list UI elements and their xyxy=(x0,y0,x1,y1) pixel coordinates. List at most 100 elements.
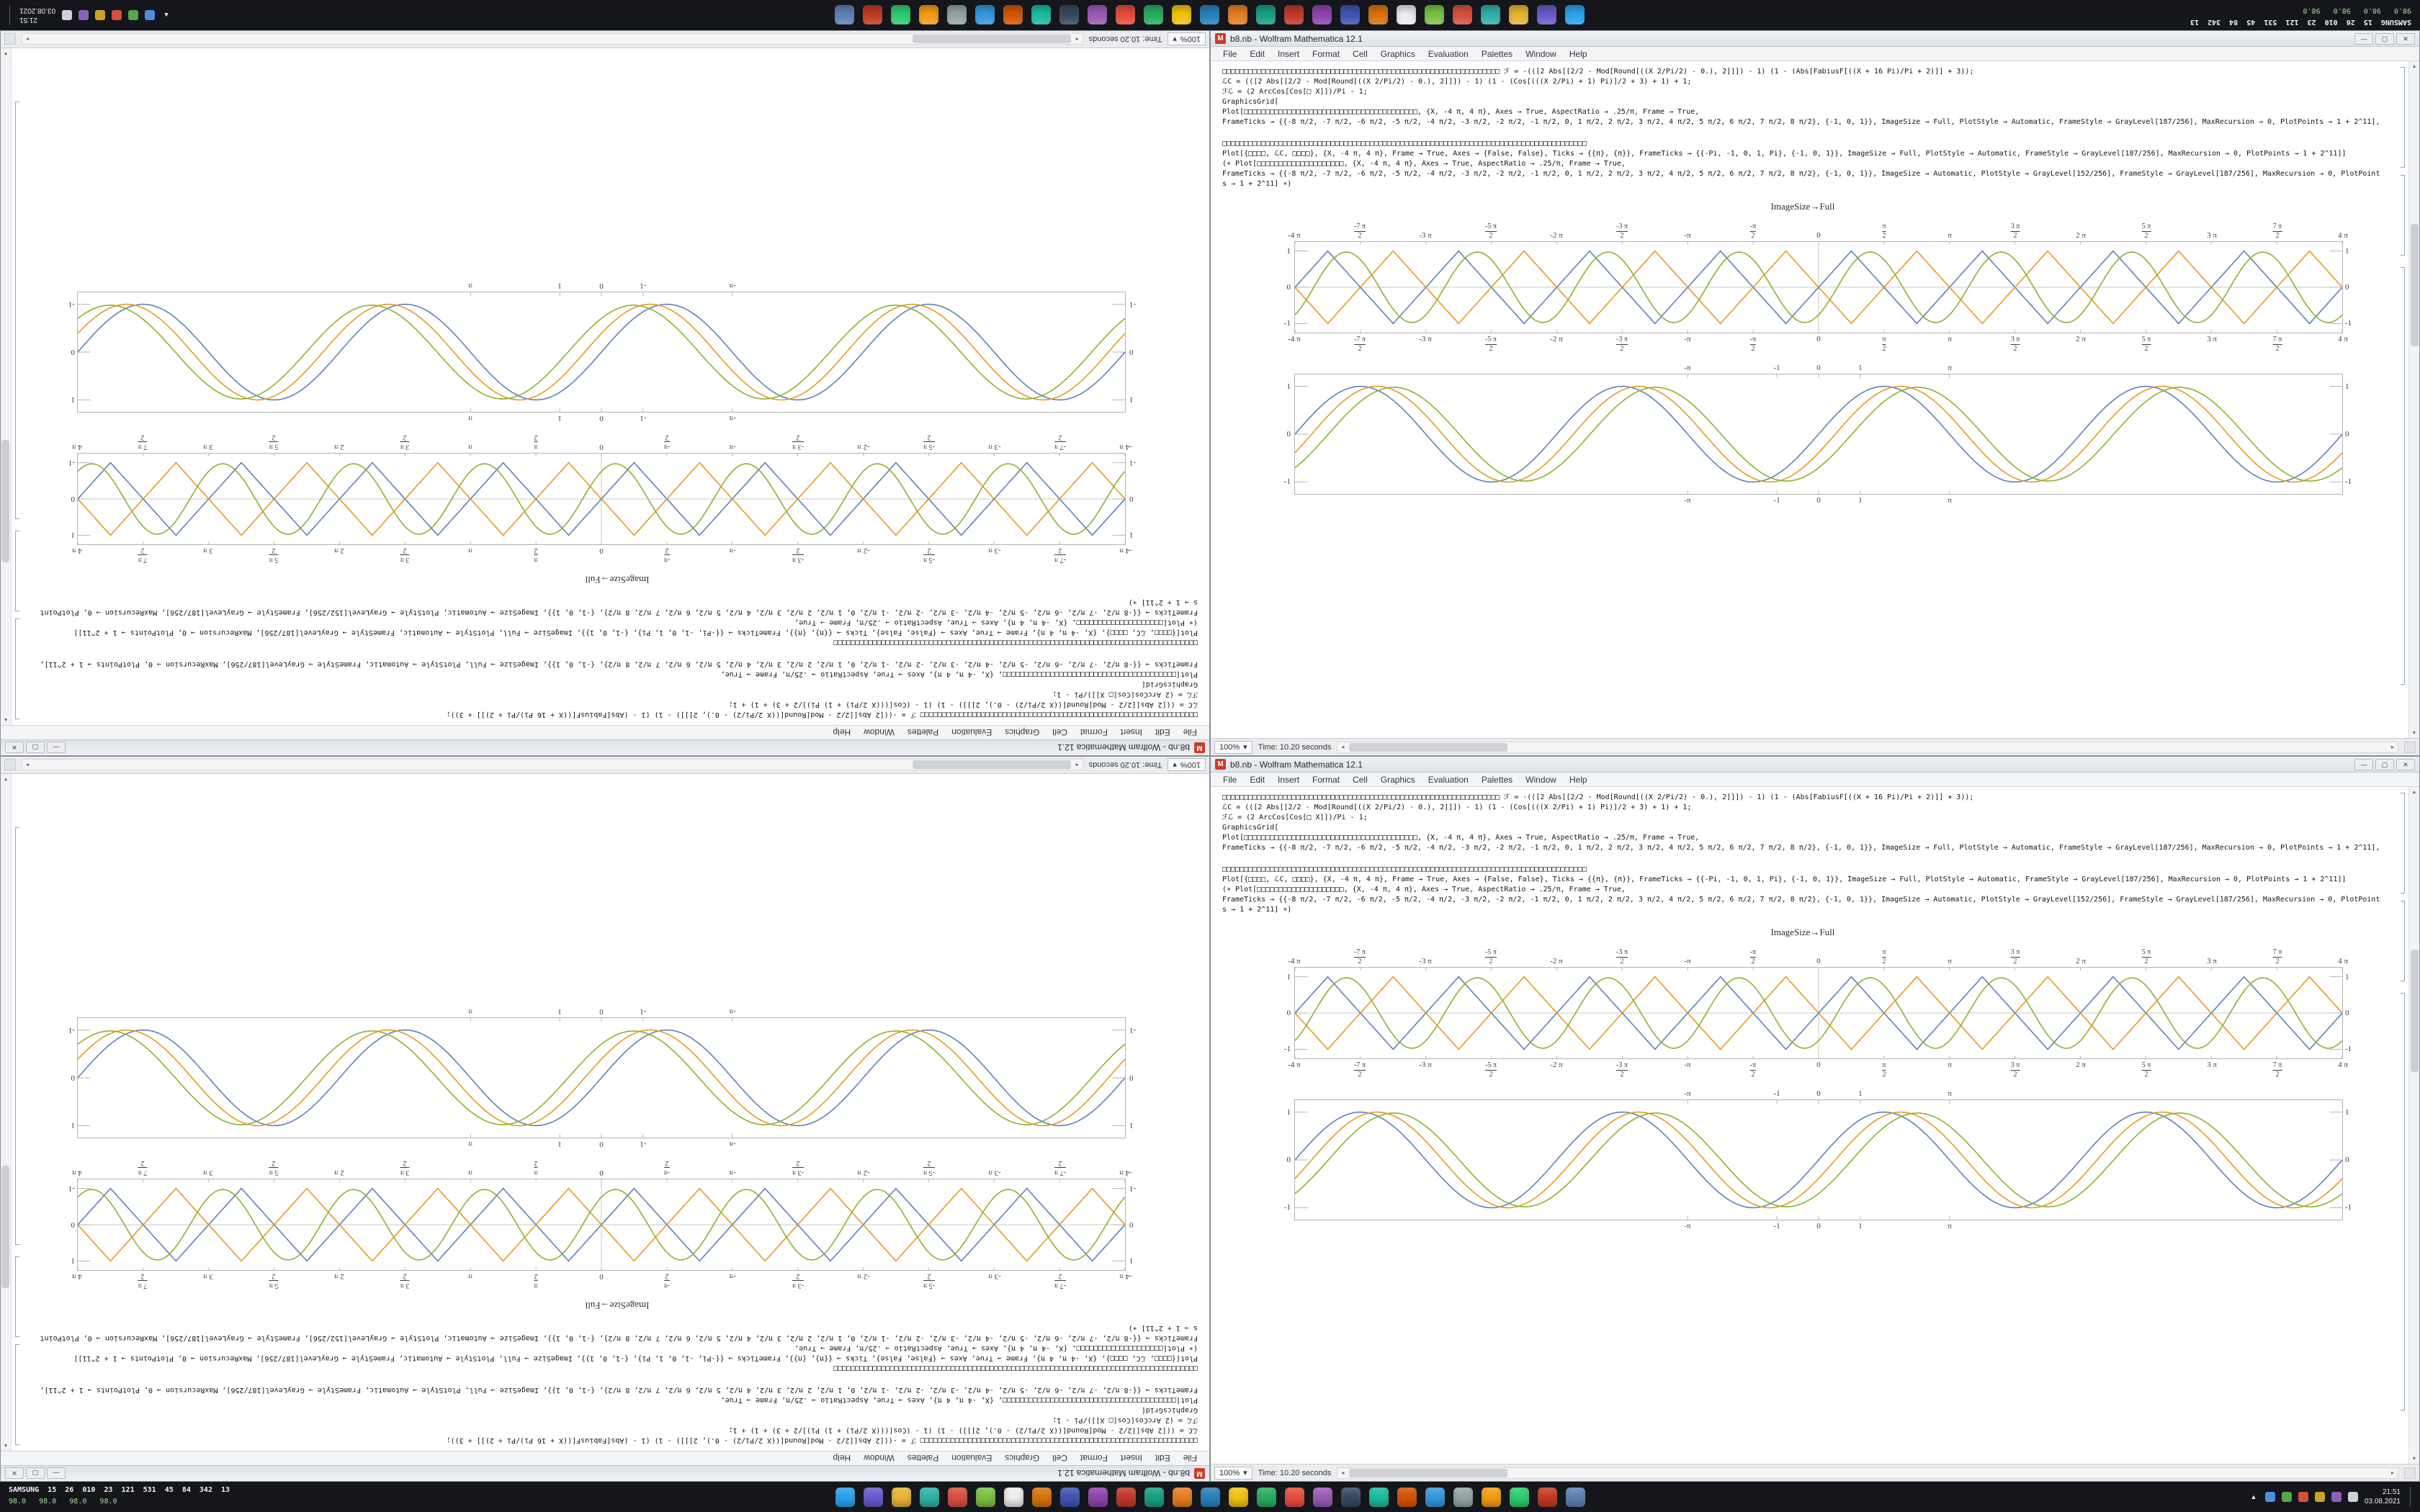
code-line[interactable]: □□□□□□□□□□□□□□□□□□□□□□□□□□□□□□□□□□□□□□□□… xyxy=(446,711,1198,719)
scroll-left-arrow[interactable]: ◂ xyxy=(1075,36,1079,42)
code-line[interactable]: (∗ Plot[□□□□□□□□□□□□□□□□□□□□, {X, -4 π, … xyxy=(1222,160,1626,168)
tray-icon[interactable] xyxy=(112,10,122,20)
zoom-selector[interactable]: 100% ▾ xyxy=(1168,32,1206,46)
code-line[interactable]: FrameTicks → {{-8 π/2, -7 π/2, -6 π/2, -… xyxy=(40,660,1198,668)
taskbar-app-icon[interactable] xyxy=(1312,5,1332,25)
vertical-scroll-thumb[interactable] xyxy=(1,1166,9,1289)
taskbar-app-icon[interactable] xyxy=(1059,1487,1080,1507)
window-title-bar[interactable]: M b8.nb - Wolfram Mathematica 12.1 — ▢ ✕ xyxy=(1,739,1209,755)
input-cell-2[interactable]: □□□□□□□□□□□□□□□□□□□□□□□□□□□□□□□□□□□□□□□□… xyxy=(37,597,1198,647)
code-line[interactable]: □□□□□□□□□□□□□□□□□□□□□□□□□□□□□□□□□□□□□□□□… xyxy=(446,1436,1198,1444)
code-line[interactable]: Plot[{□□□□, ℒC, □□□□}, {X, -4 π, 4 π}, F… xyxy=(73,629,1198,636)
menu-item-window[interactable]: Window xyxy=(1525,48,1556,59)
code-line[interactable]: (∗ Plot[□□□□□□□□□□□□□□□□□□□□, {X, -4 π, … xyxy=(1222,886,1626,894)
menu-item-graphics[interactable]: Graphics xyxy=(1005,1453,1040,1464)
tray-icon[interactable] xyxy=(2331,1492,2341,1502)
tray-icon[interactable] xyxy=(2347,1492,2358,1502)
taskbar-app-icon[interactable] xyxy=(1340,5,1361,25)
code-line[interactable]: □□□□□□□□□□□□□□□□□□□□□□□□□□□□□□□□□□□□□□□□… xyxy=(833,639,1198,647)
menu-item-edit[interactable]: Edit xyxy=(1155,727,1170,738)
menu-item-cell[interactable]: Cell xyxy=(1353,48,1368,59)
code-line[interactable]: □□□□□□□□□□□□□□□□□□□□□□□□□□□□□□□□□□□□□□□□… xyxy=(1222,140,1587,148)
taskbar-clock[interactable]: 21:51 03.08.2021 xyxy=(19,6,55,24)
tray-icon[interactable] xyxy=(2281,1492,2292,1502)
cell-bracket[interactable] xyxy=(2401,901,2405,981)
taskbar-app-icon[interactable] xyxy=(1228,5,1248,25)
taskbar-app-icon[interactable] xyxy=(1537,5,1557,25)
scroll-right-arrow[interactable]: ▸ xyxy=(26,762,30,768)
cell-bracket[interactable] xyxy=(2401,993,2405,1410)
code-line[interactable]: □□□□□□□□□□□□□□□□□□□□□□□□□□□□□□□□□□□□□□□□… xyxy=(1222,793,1974,801)
menu-item-evaluation[interactable]: Evaluation xyxy=(1428,48,1469,59)
code-line[interactable]: ℒC = (([2 Abs[[2/2 - Mod[Round[((X 2/Pi/… xyxy=(1222,804,1692,811)
input-cell-2[interactable]: □□□□□□□□□□□□□□□□□□□□□□□□□□□□□□□□□□□□□□□□… xyxy=(1222,865,2383,915)
tray-icon[interactable] xyxy=(79,10,89,20)
code-line[interactable]: FrameTicks → {{-8 π/2, -7 π/2, -6 π/2, -… xyxy=(1222,118,2380,126)
close-button[interactable]: ✕ xyxy=(5,742,24,754)
taskbar-app-icon[interactable] xyxy=(1059,5,1080,25)
code-line[interactable]: (∗ Plot[□□□□□□□□□□□□□□□□□□□□, {X, -4 π, … xyxy=(794,1344,1198,1352)
menu-item-help[interactable]: Help xyxy=(833,1453,851,1464)
code-line[interactable]: Plot[{□□□□, ℒC, □□□□}, {X, -4 π, 4 π}, F… xyxy=(73,1354,1198,1362)
taskbar-app-icon[interactable] xyxy=(1509,5,1529,25)
maximize-button[interactable]: ▢ xyxy=(26,1467,45,1480)
taskbar-app-icon[interactable] xyxy=(1425,1487,1445,1507)
show-desktop-button[interactable] xyxy=(2410,1487,2413,1507)
taskbar-app-icon[interactable] xyxy=(863,5,883,25)
tray-icon[interactable] xyxy=(128,10,139,20)
menu-item-help[interactable]: Help xyxy=(1569,48,1587,59)
input-cell-2[interactable]: □□□□□□□□□□□□□□□□□□□□□□□□□□□□□□□□□□□□□□□□… xyxy=(1222,139,2383,189)
horizontal-scroll-thumb[interactable] xyxy=(1349,1468,1508,1477)
code-line[interactable]: ℒC = (([2 Abs[[2/2 - Mod[Round[((X 2/Pi/… xyxy=(728,701,1198,708)
taskbar-app-icon[interactable] xyxy=(1509,1487,1529,1507)
cell-bracket[interactable] xyxy=(15,827,19,1245)
code-line[interactable]: □□□□□□□□□□□□□□□□□□□□□□□□□□□□□□□□□□□□□□□□… xyxy=(833,1364,1198,1372)
scroll-up-arrow[interactable]: ▴ xyxy=(2412,788,2416,795)
cell-bracket[interactable] xyxy=(15,1344,19,1445)
code-line[interactable]: FrameTicks → {{-8 π/2, -7 π/2, -6 π/2, -… xyxy=(40,1386,1198,1394)
menu-item-window[interactable]: Window xyxy=(864,1453,895,1464)
menu-item-cell[interactable]: Cell xyxy=(1052,1453,1067,1464)
menu-item-help[interactable]: Help xyxy=(833,727,851,738)
horizontal-scroll-thumb[interactable] xyxy=(912,760,1071,770)
cell-bracket[interactable] xyxy=(15,531,19,611)
horizontal-scrollbar[interactable]: ◂ ▸ xyxy=(1337,741,2398,753)
code-line[interactable]: ℱℒ = (2 ArcCos[Cos[□ X]])/Pi - 1; xyxy=(1052,1416,1198,1424)
scroll-right-arrow[interactable]: ▸ xyxy=(2390,1470,2394,1476)
taskbar-app-icon[interactable] xyxy=(1031,1487,1052,1507)
menu-item-insert[interactable]: Insert xyxy=(1278,774,1300,785)
tray-icon[interactable] xyxy=(2298,1492,2308,1502)
menu-item-edit[interactable]: Edit xyxy=(1250,48,1265,59)
taskbar-app-icon[interactable] xyxy=(1397,5,1417,25)
scroll-right-arrow[interactable]: ▸ xyxy=(2390,744,2394,750)
menu-item-window[interactable]: Window xyxy=(864,727,895,738)
code-line[interactable]: GraphicsGrid[ xyxy=(1222,98,1279,106)
taskbar-app-icon[interactable] xyxy=(1312,1487,1332,1507)
taskbar-app-icon[interactable] xyxy=(1368,1487,1389,1507)
taskbar-app-icon[interactable] xyxy=(947,5,967,25)
taskbar-app-icon[interactable] xyxy=(1340,1487,1361,1507)
menu-item-file[interactable]: File xyxy=(1223,774,1237,785)
menu-item-file[interactable]: File xyxy=(1183,1453,1197,1464)
taskbar-app-icon[interactable] xyxy=(1565,1487,1585,1507)
cell-bracket[interactable] xyxy=(2401,67,2405,168)
taskbar-app-icon[interactable] xyxy=(919,5,939,25)
tray-icon[interactable] xyxy=(95,10,106,20)
cell-bracket[interactable] xyxy=(2401,267,2405,685)
vertical-scrollbar[interactable]: ▴ ▾ xyxy=(2408,787,2419,1464)
taskbar-app-icon[interactable] xyxy=(1088,1487,1108,1507)
tray-icon[interactable] xyxy=(145,10,156,20)
cell-bracket[interactable] xyxy=(2401,793,2405,894)
cell-bracket[interactable] xyxy=(2401,175,2405,256)
code-line[interactable]: □□□□□□□□□□□□□□□□□□□□□□□□□□□□□□□□□□□□□□□□… xyxy=(1222,865,1587,873)
code-line[interactable]: □□□□□□□□□□□□□□□□□□□□□□□□□□□□□□□□□□□□□□□□… xyxy=(1222,68,1974,76)
code-line[interactable]: Plot[{□□□□, ℒC, □□□□}, {X, -4 π, 4 π}, F… xyxy=(1222,876,2347,883)
code-line[interactable]: FrameTicks → {{-8 π/2, -7 π/2, -6 π/2, -… xyxy=(40,1324,1198,1342)
scroll-down-arrow[interactable]: ▾ xyxy=(4,50,8,57)
code-line[interactable]: ℒC = (([2 Abs[[2/2 - Mod[Round[((X 2/Pi/… xyxy=(1222,78,1692,86)
code-line[interactable]: Plot[{□□□□, ℒC, □□□□}, {X, -4 π, 4 π}, F… xyxy=(1222,150,2347,158)
taskbar-app-icon[interactable] xyxy=(1368,5,1389,25)
taskbar-app-icon[interactable] xyxy=(1256,5,1276,25)
taskbar-app-icon[interactable] xyxy=(1425,5,1445,25)
taskbar-app-icon[interactable] xyxy=(1453,5,1473,25)
